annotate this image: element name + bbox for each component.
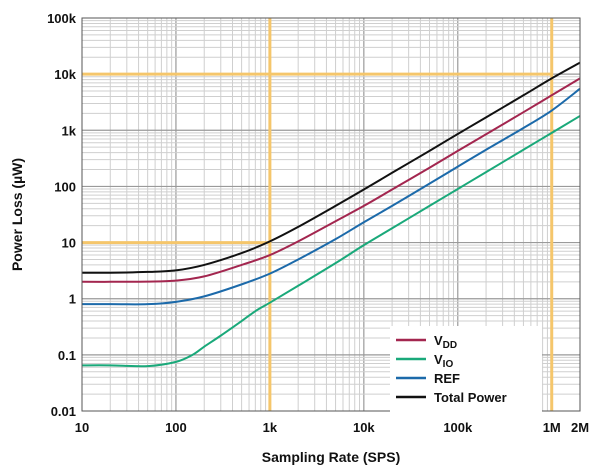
y-tick-label: 10	[62, 236, 76, 251]
y-tick-label: 1	[69, 292, 76, 307]
x-tick-label: 10	[75, 420, 89, 435]
x-tick-label: 2M	[571, 420, 589, 435]
y-tick-label: 0.1	[58, 348, 76, 363]
x-tick-label: 1k	[263, 420, 278, 435]
y-tick-label: 0.01	[51, 404, 76, 419]
x-axis-title: Sampling Rate (SPS)	[262, 449, 400, 465]
x-tick-label: 100	[165, 420, 187, 435]
plot-frame	[81, 17, 581, 412]
reference-lines	[82, 18, 554, 411]
legend-label-ref: REF	[434, 371, 460, 386]
y-tick-label: 100k	[47, 11, 77, 26]
series-line-ref	[82, 87, 581, 306]
y-tick-label: 1k	[62, 123, 77, 138]
legend-label-total-power: Total Power	[434, 390, 507, 405]
x-tick-label: 100k	[443, 420, 473, 435]
y-tick-labels: 0.01 0.1 1 10 100 1k 10k 100k	[47, 11, 77, 419]
series-lines	[81, 61, 581, 368]
x-tick-label: 10k	[353, 420, 375, 435]
y-axis-title: Power Loss (µW)	[9, 158, 25, 271]
y-tick-label: 10k	[54, 67, 76, 82]
series-line-vio	[81, 115, 581, 368]
series-line-vdd	[81, 77, 581, 283]
x-tick-labels: 10 100 1k 10k 100k 1M 2M	[75, 420, 589, 435]
y-tick-label: 100	[54, 179, 76, 194]
x-tick-label: 1M	[543, 420, 561, 435]
series-line-total-power	[81, 61, 581, 274]
